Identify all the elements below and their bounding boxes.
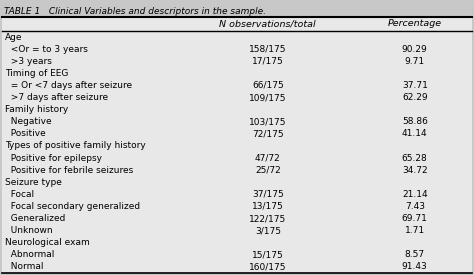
Text: 3/175: 3/175 xyxy=(255,226,281,235)
Text: Positive for febrile seizures: Positive for febrile seizures xyxy=(5,166,133,175)
Text: 41.14: 41.14 xyxy=(402,129,428,138)
Text: Negative: Negative xyxy=(5,117,52,126)
Text: 69.71: 69.71 xyxy=(402,214,428,223)
Text: 9.71: 9.71 xyxy=(405,57,425,66)
Text: 65.28: 65.28 xyxy=(402,153,428,163)
Text: 122/175: 122/175 xyxy=(249,214,286,223)
Text: Types of positive family history: Types of positive family history xyxy=(5,141,146,150)
Text: 109/175: 109/175 xyxy=(249,93,287,102)
Text: 7.43: 7.43 xyxy=(405,202,425,211)
Text: 62.29: 62.29 xyxy=(402,93,428,102)
Text: 21.14: 21.14 xyxy=(402,190,428,199)
Text: Abnormal: Abnormal xyxy=(5,250,55,259)
Text: 25/72: 25/72 xyxy=(255,166,281,175)
Text: 58.86: 58.86 xyxy=(402,117,428,126)
Text: Timing of EEG: Timing of EEG xyxy=(5,69,68,78)
Text: Normal: Normal xyxy=(5,262,44,271)
Text: = Or <7 days after seizure: = Or <7 days after seizure xyxy=(5,81,132,90)
Text: Generalized: Generalized xyxy=(5,214,65,223)
Text: Neurological exam: Neurological exam xyxy=(5,238,90,247)
Text: N observations/total: N observations/total xyxy=(219,20,316,29)
Text: Focal secondary generalized: Focal secondary generalized xyxy=(5,202,140,211)
Text: TABLE 1   Clinical Variables and descriptors in the sample.: TABLE 1 Clinical Variables and descripto… xyxy=(4,7,266,16)
Text: 13/175: 13/175 xyxy=(252,202,283,211)
Text: 72/175: 72/175 xyxy=(252,129,283,138)
Text: 37/175: 37/175 xyxy=(252,190,283,199)
Text: 103/175: 103/175 xyxy=(249,117,287,126)
Text: >7 days after seizure: >7 days after seizure xyxy=(5,93,108,102)
Text: 158/175: 158/175 xyxy=(249,45,287,54)
Text: Family history: Family history xyxy=(5,105,68,114)
Text: Unknown: Unknown xyxy=(5,226,53,235)
Text: 8.57: 8.57 xyxy=(405,250,425,259)
Text: Age: Age xyxy=(5,32,22,42)
Text: 91.43: 91.43 xyxy=(402,262,428,271)
Text: Positive for epilepsy: Positive for epilepsy xyxy=(5,153,102,163)
Text: 15/175: 15/175 xyxy=(252,250,283,259)
Text: 17/175: 17/175 xyxy=(252,57,283,66)
Text: Seizure type: Seizure type xyxy=(5,178,62,187)
Text: 47/72: 47/72 xyxy=(255,153,281,163)
Text: <Or = to 3 years: <Or = to 3 years xyxy=(5,45,88,54)
Text: Positive: Positive xyxy=(5,129,46,138)
Text: 1.71: 1.71 xyxy=(405,226,425,235)
Text: Focal: Focal xyxy=(5,190,34,199)
Text: 90.29: 90.29 xyxy=(402,45,428,54)
Text: 66/175: 66/175 xyxy=(252,81,283,90)
Text: >3 years: >3 years xyxy=(5,57,52,66)
Text: 34.72: 34.72 xyxy=(402,166,428,175)
Text: 160/175: 160/175 xyxy=(249,262,287,271)
Text: Percentage: Percentage xyxy=(388,20,442,29)
Text: 37.71: 37.71 xyxy=(402,81,428,90)
